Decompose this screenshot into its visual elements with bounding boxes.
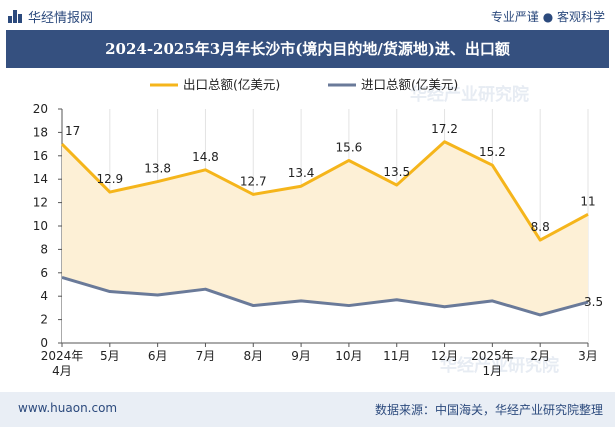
x-tick-label: 3月 [578, 349, 598, 363]
x-tick-label: 5月 [100, 349, 120, 363]
legend-label-import: 进口总额(亿美元) [361, 77, 458, 92]
x-tick-label: 12月 [431, 349, 458, 363]
import-area [62, 277, 588, 343]
x-tick-label: 2025年 1月 [471, 349, 514, 378]
series-line-export [60, 140, 589, 242]
y-tick-label: 0 [40, 336, 48, 350]
data-label: 15.6 [336, 140, 363, 154]
legend-label-export: 出口总额(亿美元) [183, 77, 280, 92]
y-tick-label: 18 [33, 125, 48, 139]
watermark-text: 华经产业研究院 [410, 84, 529, 105]
data-label: 12.9 [96, 172, 123, 186]
y-tick-label: 16 [33, 149, 48, 163]
y-tick-label: 2 [40, 313, 48, 327]
y-tick-label: 6 [40, 266, 48, 280]
data-label: 12.7 [240, 174, 267, 188]
watermark-text: 华经产业研究院 [440, 355, 559, 376]
data-label: 15.2 [479, 145, 506, 159]
x-tick-label: 7月 [196, 349, 216, 363]
top-bar: 华经情报网 专业严谨 ● 客观科学 [0, 0, 615, 30]
data-label: 13.8 [144, 162, 171, 176]
line-chart: 华经产业研究院华经产业研究院华经产业研究院0246810121416182020… [33, 77, 603, 378]
footer: www.huaon.com 数据来源：中国海关，华经产业研究院整理 [0, 392, 615, 427]
y-tick-label: 10 [33, 219, 48, 233]
data-source: 数据来源：中国海关，华经产业研究院整理 [374, 403, 603, 417]
y-tick-label: 14 [33, 172, 48, 186]
y-tick-label: 8 [40, 242, 48, 256]
y-tick-label: 4 [40, 289, 48, 303]
brand-name: 华经情报网 [28, 11, 94, 26]
x-tick-label: 8月 [243, 349, 263, 363]
data-label: 11 [580, 194, 595, 208]
tagline: 专业严谨 ● 客观科学 [490, 10, 605, 24]
data-label: 13.5 [383, 165, 410, 179]
data-label: 17 [65, 124, 80, 138]
data-label: 3.5 [584, 295, 603, 309]
x-tick-label: 2024年 4月 [41, 349, 84, 378]
x-tick-label: 11月 [383, 349, 410, 363]
series-line-import [61, 276, 589, 317]
x-tick-label: 9月 [291, 349, 311, 363]
site-url[interactable]: www.huaon.com [18, 401, 118, 415]
data-label: 17.2 [431, 122, 458, 136]
bar-chart-logo-icon [8, 10, 22, 23]
x-tick-label: 6月 [148, 349, 168, 363]
data-label: 14.8 [192, 150, 219, 164]
y-tick-label: 12 [33, 196, 48, 210]
brand: 华经情报网 [8, 7, 93, 26]
data-label: 8.8 [531, 220, 550, 234]
data-label: 13.4 [288, 166, 315, 180]
x-tick-label: 10月 [335, 349, 362, 363]
x-tick-label: 2月 [530, 349, 550, 363]
chart-title: 2024-2025年3月年长沙市(境内目的地/货源地)进、出口额 [6, 30, 609, 68]
y-tick-label: 20 [33, 102, 48, 116]
